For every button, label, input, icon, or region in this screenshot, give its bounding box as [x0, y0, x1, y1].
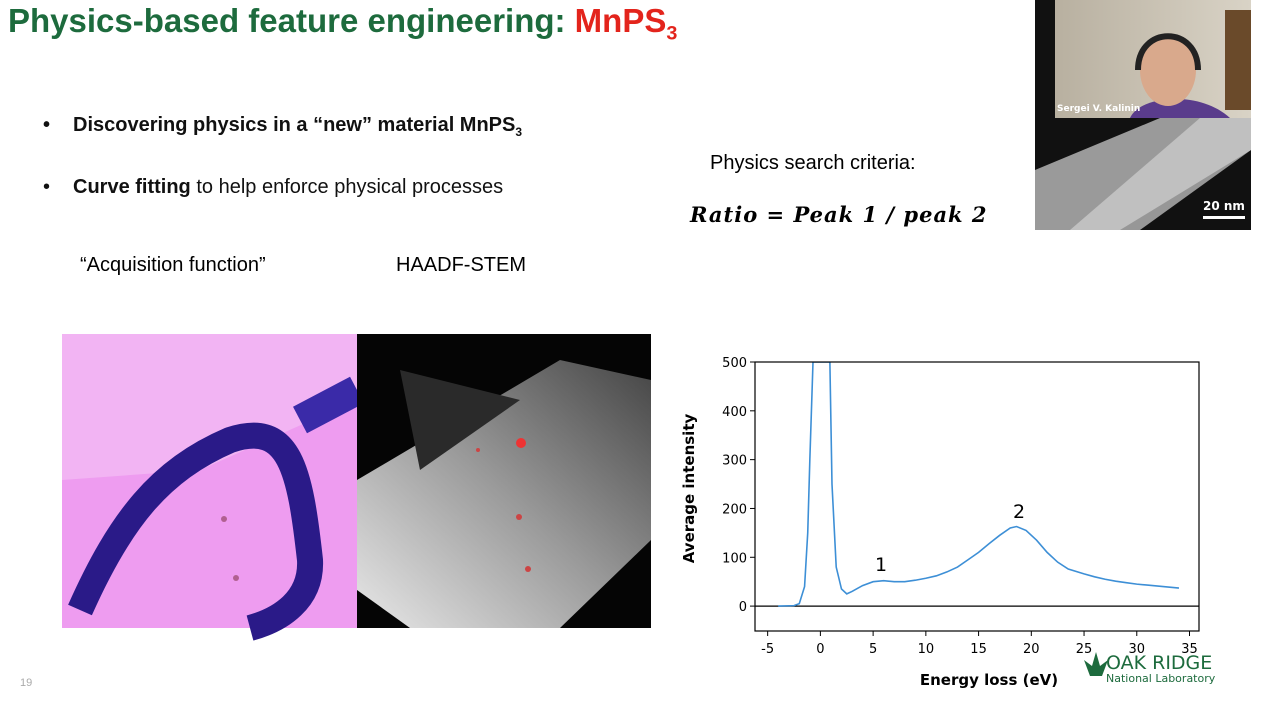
- stem-image: [357, 334, 651, 628]
- image-label: “Acquisition function”: [80, 254, 266, 276]
- speaker-name: Sergei V. Kalinin: [1057, 104, 1140, 114]
- title-highlight: MnPS3: [574, 2, 678, 45]
- chart: -5 0 5 10 15 20 25 30 35 0 100 200 300 400 500 Energy l…: [680, 356, 1200, 689]
- formula: Ratio = Peak 1 / peak 2: [690, 202, 988, 227]
- bullet: Curve fitting to help enforce physical p…: [43, 176, 504, 199]
- x-tick-label: 20: [1023, 642, 1040, 657]
- x-tick-label: 35: [1181, 642, 1198, 657]
- x-tick-label: -5: [761, 642, 774, 657]
- bullet: Discovering physics in a “new” material …: [43, 114, 523, 139]
- y-tick-label: 100: [722, 551, 747, 566]
- x-tick-label: 5: [869, 642, 877, 657]
- x-axis-label: Energy loss (eV): [920, 671, 1058, 689]
- x-tick-label: 25: [1076, 642, 1093, 657]
- y-tick-label: 300: [722, 454, 747, 469]
- x-tick-label: 30: [1129, 642, 1146, 657]
- data-line: [778, 362, 1180, 607]
- bullet-text: to help enforce physical processes: [190, 176, 504, 198]
- plot-frame: [754, 361, 1200, 632]
- y-tick-label: 0: [739, 600, 747, 615]
- annotation: 2: [1013, 501, 1025, 523]
- criteria-label: Physics search criteria:: [710, 152, 916, 174]
- y-axis-label: Average intensity: [680, 414, 698, 564]
- image-label: HAADF-STEM: [396, 254, 526, 276]
- title-subscript: 3: [666, 22, 678, 45]
- slide-title: Physics-based feature engineering: MnPS3: [8, 2, 677, 46]
- x-tick-label: 15: [970, 642, 987, 657]
- logo-sub: National Laboratory: [1106, 672, 1216, 685]
- video-feed: Sergei V. Kalinin 20 nm: [1035, 0, 1251, 230]
- annotation: 1: [875, 554, 887, 576]
- y-tick-label: 400: [722, 405, 747, 420]
- page-number: 19: [20, 677, 33, 689]
- logo-name: OAK RIDGE: [1106, 652, 1212, 674]
- acquisition-image: [62, 334, 364, 641]
- scale-bar-label: 20 nm: [1203, 199, 1245, 213]
- y-tick-label: 200: [722, 502, 747, 517]
- logo: OAK RIDGE National Laboratory: [1084, 652, 1216, 685]
- bullet-subscript: 3: [515, 125, 523, 139]
- title-text: Physics-based feature engineering:: [8, 2, 575, 39]
- x-tick-label: 10: [918, 642, 935, 657]
- bullet-text: Discovering physics in a “new” material …: [73, 114, 516, 136]
- y-tick-label: 500: [722, 356, 747, 371]
- title-formula: MnPS: [574, 2, 667, 39]
- bullet-bold: Curve fitting: [73, 176, 191, 198]
- x-tick-label: 0: [816, 642, 824, 657]
